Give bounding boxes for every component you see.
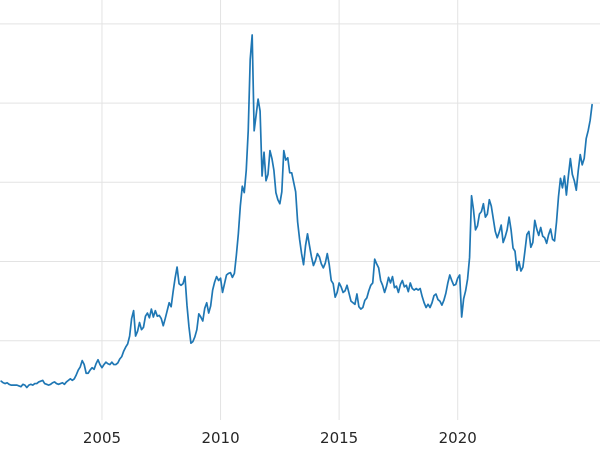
price-series-line [0, 34, 593, 389]
grid [0, 0, 600, 420]
x-tick-label: 2005 [83, 429, 121, 447]
x-axis-tick-labels: 2005 2010 2015 2020 [83, 429, 477, 447]
x-tick-label: 2020 [439, 429, 477, 447]
x-tick-label: 2015 [320, 429, 358, 447]
x-tick-label: 2010 [201, 429, 239, 447]
